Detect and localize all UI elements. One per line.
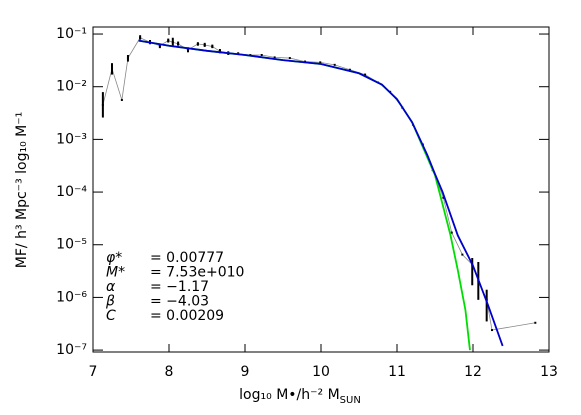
fit-line [138,39,504,347]
x-tick-label: 9 [241,364,250,380]
y-tick-label: 10⁻¹ [56,26,87,42]
data-point [196,42,199,45]
annotation-value: = 7.53e+010 [150,265,244,281]
x-tick-label: 10 [312,364,330,380]
data-point [288,57,291,60]
data-point [101,103,104,106]
y-tick-label: 10⁻² [56,79,87,95]
data-line [102,37,536,331]
data-point [319,61,322,64]
data-point [187,48,189,51]
x-tick-label: 8 [165,364,174,380]
x-tick-label: 7 [89,364,98,380]
data-point [158,44,161,47]
annotation-symbol: C [106,308,116,324]
data-point [167,39,170,42]
x-axis-label-main: log₁₀ M•/h⁻² M [239,387,339,403]
data-point [491,329,493,332]
data-point [333,63,336,66]
data-point [260,53,263,56]
x-axis-label-sub: SUN [340,395,361,406]
data-point [364,73,367,76]
x-tick-label: 12 [464,364,482,380]
annotation-value: = −1.17 [150,279,209,295]
annotation-symbol: β [105,294,115,310]
annotation-value: = 0.00209 [150,308,224,324]
data-point [442,196,445,199]
x-tick-label: 13 [540,364,558,380]
data-point [139,36,142,39]
data-point [126,57,129,60]
data-point [450,231,453,234]
data-point [218,50,221,53]
data-point [348,68,351,71]
annotation-symbol: α [106,279,116,295]
annotation-symbol: φ* [106,250,122,266]
x-axis-label: log₁₀ M•/h⁻² MSUN [239,387,361,406]
y-tick-label: 10⁻⁶ [56,289,87,305]
x-tick-label: 11 [388,364,406,380]
data-point [534,321,537,324]
data-point [120,98,123,101]
y-tick-label: 10⁻⁴ [56,184,87,200]
data-point [273,56,276,59]
data-point [203,43,206,46]
annotation-value: = −4.03 [150,294,209,310]
annotation-symbol: M* [106,265,125,281]
data-point [461,253,464,256]
y-tick-label: 10⁻⁵ [56,237,87,253]
annotation-value: = 0.00777 [150,250,224,266]
data-point [171,41,174,44]
data-point [111,67,113,70]
y-tick-label: 10⁻³ [56,131,87,147]
data-point [211,45,214,48]
y-axis-label: MF/ h³ Mpc⁻³ log₁₀ M⁻¹ [14,112,30,268]
data-point [177,42,180,45]
y-tick-label: 10⁻⁷ [56,342,87,358]
